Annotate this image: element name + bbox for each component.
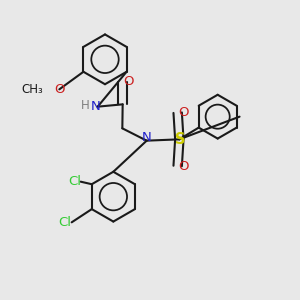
Text: Cl: Cl bbox=[58, 216, 72, 229]
Text: Cl: Cl bbox=[68, 175, 81, 188]
Text: O: O bbox=[178, 106, 188, 119]
Text: O: O bbox=[123, 75, 133, 88]
Text: S: S bbox=[175, 132, 185, 147]
Text: H: H bbox=[81, 99, 90, 112]
Text: O: O bbox=[54, 83, 64, 96]
Text: O: O bbox=[178, 160, 188, 172]
Text: N: N bbox=[90, 100, 100, 113]
Text: N: N bbox=[142, 130, 152, 144]
Text: CH₃: CH₃ bbox=[21, 83, 43, 96]
